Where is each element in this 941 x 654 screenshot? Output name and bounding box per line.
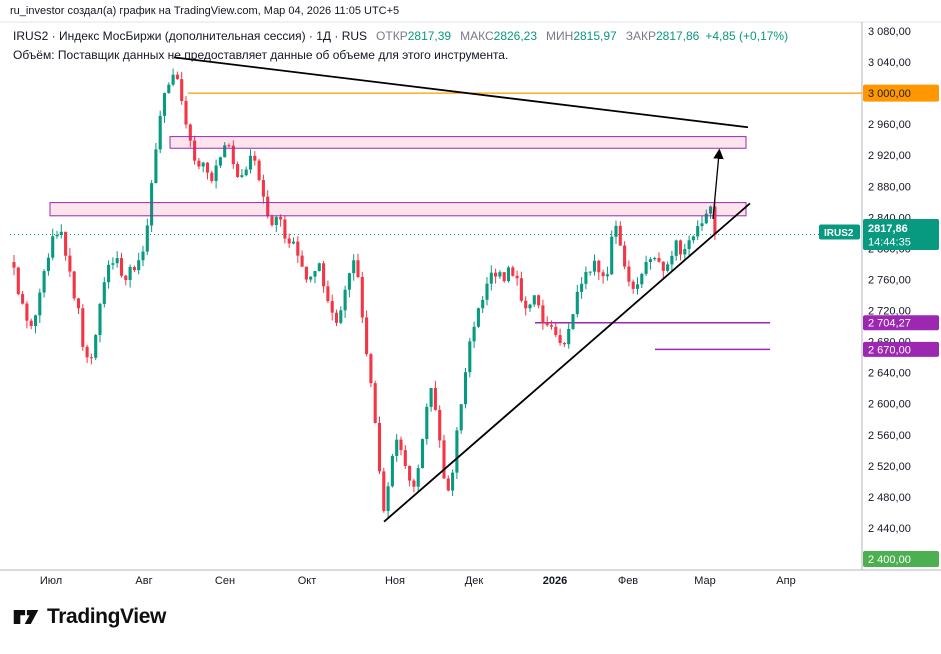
svg-text:Фев: Фев (618, 575, 638, 587)
low-label: МИН (546, 29, 574, 43)
svg-text:Июл: Июл (40, 575, 62, 587)
svg-text:2026: 2026 (543, 575, 567, 587)
svg-text:2 720,00: 2 720,00 (868, 306, 911, 318)
svg-text:Окт: Окт (298, 575, 317, 587)
trendline-0 (173, 56, 749, 129)
svg-text:2 520,00: 2 520,00 (868, 461, 911, 473)
svg-text:2 640,00: 2 640,00 (868, 368, 911, 380)
symbol-title[interactable]: IRUS2 · Индекс МосБиржи (дополнительная … (13, 29, 368, 43)
low-value: 2815,97 (573, 29, 617, 43)
high-value: 2826,23 (493, 29, 538, 43)
axis-lines (0, 21, 941, 571)
trendlines (173, 56, 751, 523)
price-levels (10, 92, 862, 351)
svg-text:Ноя: Ноя (385, 575, 405, 587)
change-value: +4,85 (+0,17%) (705, 29, 789, 43)
time-axis-labels[interactable]: Июл Авг Сен Окт Ноя Дек 2026 Фев Мар Апр (40, 575, 796, 587)
zone-0 (169, 136, 747, 149)
svg-text:2817,86: 2817,86 (868, 223, 908, 235)
attribution-text: ru_investor создал(а) график на TradingV… (10, 5, 400, 17)
svg-text:3 000,00: 3 000,00 (868, 88, 911, 100)
svg-text:2 480,00: 2 480,00 (868, 492, 911, 504)
tradingview-logo[interactable]: TradingView (12, 605, 166, 629)
svg-text:14:44:35: 14:44:35 (868, 237, 911, 249)
svg-text:Авг: Авг (135, 575, 152, 587)
axis-badges: 3 000,00 2 704,27 2 670,00 2 400,00 2817,86 1… (819, 84, 939, 567)
svg-text:2 670,00: 2 670,00 (868, 344, 911, 356)
open-value: 2817,39 (407, 29, 452, 43)
svg-text:2 960,00: 2 960,00 (868, 119, 911, 131)
svg-text:Сен: Сен (215, 575, 235, 587)
tradingview-logo-icon (13, 610, 39, 624)
svg-text:3 040,00: 3 040,00 (868, 57, 911, 69)
close-label: ЗАКР (625, 29, 656, 43)
svg-text:Апр: Апр (776, 575, 795, 587)
symbol-header: IRUS2 · Индекс МосБиржи (дополнительная … (13, 29, 788, 43)
svg-text:Мар: Мар (694, 575, 716, 587)
price-chart-canvas[interactable]: 3 080,00 3 040,00 3 000,00 2 960,00 2 920,00… (0, 0, 941, 600)
svg-text:IRUS2: IRUS2 (824, 228, 854, 239)
price-axis-labels[interactable]: 3 080,00 3 040,00 3 000,00 2 960,00 2 920,00… (868, 26, 911, 566)
svg-text:2 704,27: 2 704,27 (868, 318, 911, 330)
candles (12, 68, 717, 518)
svg-text:2 760,00: 2 760,00 (868, 274, 911, 286)
tradingview-logo-text: TradingView (47, 605, 166, 628)
svg-text:2 880,00: 2 880,00 (868, 181, 911, 193)
zones (49, 136, 747, 217)
zone-1 (49, 202, 747, 217)
svg-text:3 080,00: 3 080,00 (868, 26, 911, 38)
svg-text:Дек: Дек (465, 575, 484, 587)
symbol-flag (819, 224, 860, 240)
close-value: 2817,86 (655, 29, 700, 43)
high-label: МАКС (460, 29, 494, 43)
volume-note: Объём: Поставщик данных не предоставляет… (13, 48, 509, 62)
svg-text:2 600,00: 2 600,00 (868, 399, 911, 411)
open-label: ОТКР (376, 29, 408, 43)
trendline-1 (383, 202, 751, 523)
svg-text:2 920,00: 2 920,00 (868, 150, 911, 162)
svg-text:2 400,00: 2 400,00 (868, 554, 911, 566)
projection-arrow (712, 148, 724, 219)
svg-text:2 560,00: 2 560,00 (868, 430, 911, 442)
svg-text:2 440,00: 2 440,00 (868, 523, 911, 535)
